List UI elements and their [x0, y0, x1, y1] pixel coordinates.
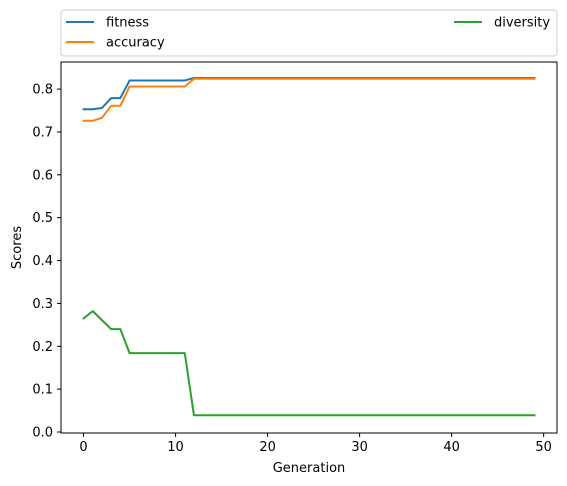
- y-tick-label: 0.0: [32, 426, 53, 441]
- x-tick-label: 40: [443, 440, 460, 455]
- legend: fitness accuracy diversity: [60, 9, 558, 57]
- series-line-diversity: [82, 310, 536, 417]
- legend-box: [60, 9, 558, 57]
- legend-label-accuracy: accuracy: [106, 36, 165, 51]
- x-axis-label: Generation: [273, 461, 346, 476]
- y-tick-label: 0.3: [32, 297, 53, 312]
- y-tick-label: 0.6: [32, 168, 53, 183]
- y-tick-label: 0.5: [32, 211, 53, 226]
- axes-frame: [60, 61, 558, 434]
- series-line-accuracy: [82, 77, 536, 122]
- y-tick-label: 0.2: [32, 340, 53, 355]
- legend-label-fitness: fitness: [106, 16, 149, 31]
- x-tick-label: 50: [535, 440, 552, 455]
- y-tick-label: 0.4: [32, 254, 53, 269]
- legend-label-diversity: diversity: [494, 16, 550, 31]
- y-tick-label: 0.8: [32, 83, 53, 98]
- x-tick-label: 10: [167, 440, 184, 455]
- series-line-fitness: [82, 76, 536, 111]
- plot-area: [82, 76, 536, 417]
- y-tick-label: 0.7: [32, 125, 53, 140]
- y-axis-label: Scores: [10, 226, 25, 269]
- y-tick-label: 0.1: [32, 383, 53, 398]
- x-tick-label: 20: [259, 440, 276, 455]
- x-tick-label: 0: [79, 440, 87, 455]
- axes: 0 10 20 30 40 50 0.0 0.1 0.2 0.3 0.4 0.5 0.6 0.7 0.8: [32, 61, 558, 455]
- x-tick-label: 30: [351, 440, 368, 455]
